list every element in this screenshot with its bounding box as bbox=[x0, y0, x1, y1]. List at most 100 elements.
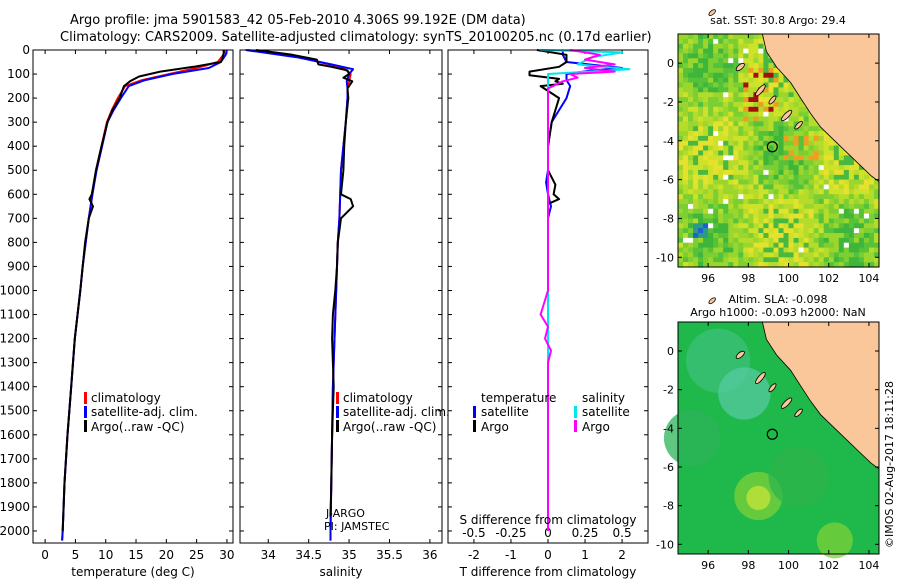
sst-cell bbox=[708, 228, 714, 234]
sst-cell bbox=[718, 174, 724, 181]
sst-cell bbox=[698, 87, 704, 93]
sst-cell bbox=[783, 242, 790, 249]
sst-cell bbox=[773, 102, 780, 108]
sst-cell bbox=[753, 82, 759, 88]
sst-cell bbox=[678, 160, 684, 166]
sst-cell bbox=[773, 208, 780, 215]
sla-anomaly-blob bbox=[816, 522, 853, 559]
sst-cell bbox=[753, 126, 759, 132]
legend-swatch-satellite bbox=[336, 406, 339, 418]
sla-map-land bbox=[708, 297, 880, 470]
sst-cell bbox=[728, 63, 734, 69]
sst-cell bbox=[828, 145, 835, 152]
sst-cell bbox=[833, 257, 840, 263]
sst-cell bbox=[678, 53, 684, 59]
sst-cell bbox=[683, 43, 689, 50]
sst-cell bbox=[683, 63, 689, 69]
sst-cell bbox=[788, 218, 795, 224]
x-top-tick-label: -0.5 bbox=[462, 526, 485, 540]
sst-cell bbox=[874, 208, 880, 215]
sst-cell bbox=[713, 131, 719, 137]
sst-cell bbox=[858, 199, 865, 205]
sst-cell bbox=[678, 208, 684, 215]
sst-cell bbox=[683, 72, 689, 79]
sst-cell bbox=[748, 257, 754, 263]
sst-cell bbox=[753, 140, 759, 147]
sst-cell bbox=[718, 34, 724, 40]
sst-cell bbox=[793, 102, 800, 108]
sst-cell bbox=[703, 135, 709, 142]
sst-cell bbox=[703, 72, 709, 79]
sst-cell bbox=[863, 189, 870, 195]
lon-tick-label: 98 bbox=[741, 559, 755, 572]
sst-cell bbox=[853, 194, 860, 200]
sst-cell bbox=[683, 34, 689, 40]
sst-cell bbox=[698, 223, 704, 229]
sst-cell bbox=[763, 242, 769, 249]
sst-cell bbox=[688, 77, 694, 84]
legend-swatch-sal-satellite bbox=[574, 406, 577, 418]
sst-cell bbox=[718, 165, 724, 171]
sst-cell bbox=[743, 43, 749, 50]
sst-cell bbox=[728, 169, 734, 176]
sst-cell bbox=[678, 169, 684, 176]
sst-cell bbox=[718, 53, 724, 59]
sst-cell bbox=[843, 155, 850, 161]
sst-cell bbox=[823, 165, 830, 171]
sst-cell bbox=[738, 257, 744, 263]
sst-cell bbox=[723, 111, 729, 118]
sst-cell bbox=[843, 194, 850, 200]
sst-cell bbox=[763, 106, 769, 113]
sst-cell bbox=[788, 116, 795, 122]
sst-cell bbox=[768, 58, 775, 64]
sst-cell bbox=[693, 208, 699, 215]
sst-cell bbox=[773, 242, 780, 249]
sst-cell bbox=[808, 160, 815, 166]
sst-cell bbox=[728, 126, 734, 132]
sst-cell bbox=[748, 184, 754, 190]
sst-cell bbox=[698, 131, 704, 137]
sst-cell bbox=[733, 68, 739, 74]
sst-cell bbox=[753, 38, 759, 45]
y-tick-label: 200 bbox=[7, 91, 30, 105]
sst-cell bbox=[703, 97, 709, 103]
lon-tick-label: 96 bbox=[701, 559, 715, 572]
sst-cell bbox=[678, 48, 684, 55]
lon-tick-label: 96 bbox=[701, 272, 715, 285]
sst-cell bbox=[778, 135, 785, 142]
sst-cell bbox=[848, 247, 855, 254]
sst-cell bbox=[833, 208, 840, 215]
sst-cell bbox=[723, 77, 729, 84]
sst-cell bbox=[678, 242, 684, 249]
sst-cell bbox=[803, 169, 810, 176]
sst-cell bbox=[763, 165, 769, 171]
sst-cell bbox=[748, 145, 754, 152]
sst-cell bbox=[763, 58, 769, 64]
sst-cell bbox=[698, 237, 704, 244]
sst-cell bbox=[733, 223, 739, 229]
sst-cell bbox=[693, 242, 699, 249]
sst-cell bbox=[818, 199, 825, 205]
sst-cell bbox=[808, 228, 815, 234]
lat-tick-label: -6 bbox=[663, 461, 674, 474]
sst-cell bbox=[828, 218, 835, 224]
sst-cell bbox=[758, 237, 764, 244]
x-tick-label: 36 bbox=[422, 548, 437, 562]
sst-cell bbox=[753, 223, 759, 229]
sst-cell bbox=[733, 82, 739, 88]
temperature-axes-frame bbox=[32, 49, 234, 544]
sst-cell bbox=[693, 135, 699, 142]
sst-cell bbox=[798, 126, 805, 132]
sst-cell bbox=[688, 155, 694, 161]
sst-cell bbox=[753, 106, 759, 113]
sst-cell bbox=[738, 169, 744, 176]
title-line-1: Argo profile: jma 5901583_42 05-Feb-2010… bbox=[70, 13, 526, 28]
sst-cell bbox=[703, 169, 709, 176]
sst-cell bbox=[768, 63, 775, 69]
sst-cell bbox=[798, 184, 805, 190]
sst-cell bbox=[708, 48, 714, 55]
sst-cell bbox=[728, 237, 734, 244]
sst-cell bbox=[833, 189, 840, 195]
sst-cell bbox=[773, 72, 780, 79]
sst-cell bbox=[763, 174, 769, 181]
